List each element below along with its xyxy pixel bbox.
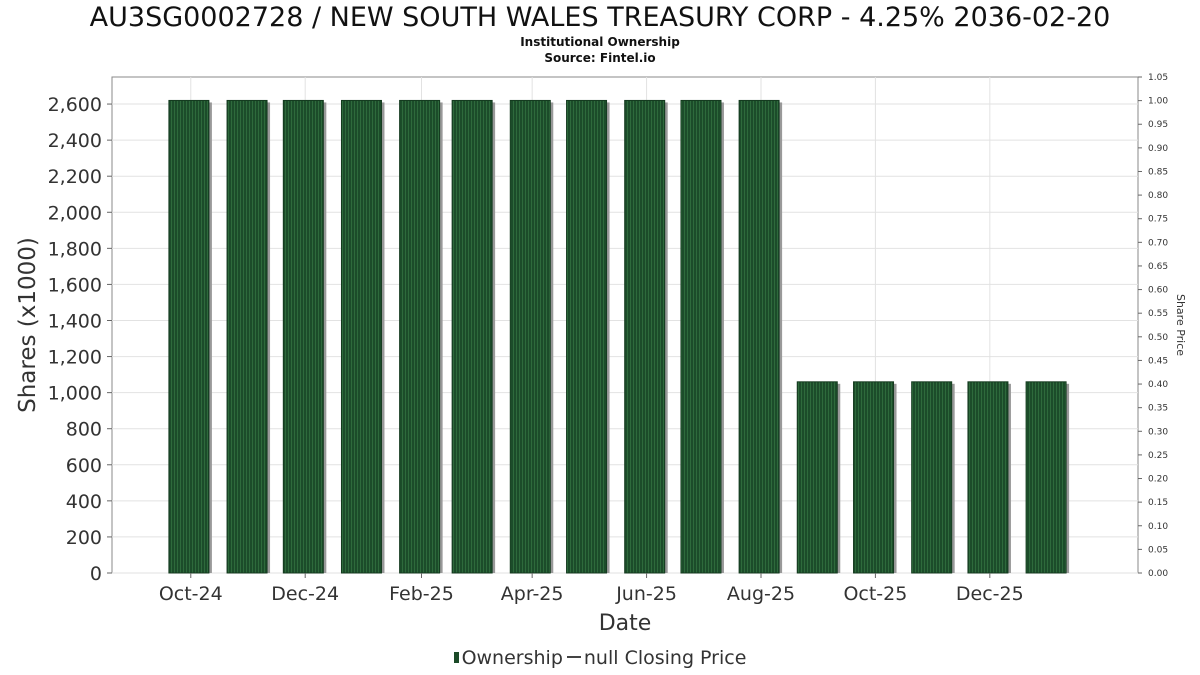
y2-tick-label: 0.40 (1148, 380, 1168, 390)
y-tick-label: 1,600 (48, 274, 102, 296)
y2-tick-label: 0.75 (1148, 215, 1168, 225)
y-tick-label: 800 (66, 419, 102, 441)
legend: Ownership null Closing Price (0, 647, 1200, 669)
x-axis: Oct-24 Dec-24 Feb-25 Apr-25 Jun-25 Aug-25 Oct-… (159, 573, 1024, 605)
ownership-bar (226, 99, 268, 574)
bars (168, 99, 1070, 574)
x-tick-label: Dec-24 (271, 583, 339, 605)
y-tick-label: 600 (66, 455, 102, 477)
y-tick-label: 0 (90, 563, 102, 585)
y2-tick-label: 0.05 (1148, 545, 1168, 555)
y2-tick-label: 0.35 (1148, 404, 1168, 414)
y-axis: 0 200 400 600 800 1,000 1,200 1,400 1,600 1,800 2,… (48, 94, 112, 585)
y2-tick-label: 0.60 (1148, 286, 1168, 296)
legend-price-line (566, 656, 581, 658)
ownership-bar (566, 99, 608, 574)
ownership-bar (451, 99, 493, 574)
y2-tick-label: 0.85 (1148, 167, 1168, 177)
legend-ownership-swatch (453, 652, 459, 663)
y2-tick-label: 0.30 (1148, 427, 1168, 437)
y2-tick-label: 0.15 (1148, 498, 1168, 508)
y-axis-label: Shares (x1000) (15, 237, 41, 413)
ownership-bar (168, 99, 210, 574)
y2-axis-label: Share Price (1174, 294, 1187, 356)
y-tick-label: 1,400 (48, 310, 102, 332)
ownership-bar (853, 381, 895, 574)
legend-price-label: null Closing Price (583, 647, 747, 669)
y2-tick-label: 0.70 (1148, 238, 1168, 248)
y-tick-label: 2,000 (48, 202, 102, 224)
y2-tick-label: 0.95 (1148, 120, 1168, 130)
x-tick-label: Oct-24 (159, 583, 223, 605)
y2-tick-label: 0.00 (1148, 569, 1168, 579)
legend-ownership-label: Ownership (461, 647, 563, 669)
x-tick-label: Apr-25 (501, 583, 564, 605)
chart-subtitle: Institutional Ownership (520, 35, 680, 49)
y2-tick-label: 0.65 (1148, 262, 1168, 272)
x-tick-label: Aug-25 (727, 583, 795, 605)
ownership-bar (1025, 381, 1067, 574)
y-tick-label: 400 (66, 491, 102, 513)
y2-tick-label: 0.25 (1148, 451, 1168, 461)
x-axis-label: Date (599, 611, 652, 636)
ownership-bar (340, 99, 382, 574)
y-tick-label: 2,400 (48, 130, 102, 152)
y2-tick-label: 0.50 (1148, 333, 1168, 343)
y2-tick-label: 0.90 (1148, 144, 1168, 154)
y2-axis: 0.00 0.05 0.10 0.15 0.20 0.25 0.30 0.35 0.40 0.45… (1138, 73, 1168, 579)
chart-title: AU3SG0002728 / NEW SOUTH WALES TREASURY … (89, 2, 1111, 33)
ownership-bar (796, 381, 838, 574)
y-tick-label: 2,600 (48, 94, 102, 116)
y2-tick-label: 0.55 (1148, 309, 1168, 319)
y-tick-label: 1,200 (48, 347, 102, 369)
ownership-bar (680, 99, 722, 574)
ownership-bar (911, 381, 953, 574)
y-tick-label: 1,800 (48, 238, 102, 260)
ownership-bar (399, 99, 441, 574)
y-tick-label: 2,200 (48, 166, 102, 188)
x-tick-label: Dec-25 (956, 583, 1024, 605)
x-tick-label: Jun-25 (615, 583, 677, 605)
y-tick-label: 1,000 (48, 383, 102, 405)
y2-tick-label: 0.20 (1148, 475, 1168, 485)
y2-tick-label: 1.00 (1148, 97, 1168, 107)
x-tick-label: Feb-25 (389, 583, 454, 605)
y2-tick-label: 0.10 (1148, 522, 1168, 532)
y2-tick-label: 1.05 (1148, 73, 1168, 83)
y-tick-label: 200 (66, 527, 102, 549)
ownership-bar (509, 99, 551, 574)
ownership-bar (624, 99, 666, 574)
ownership-bar (967, 381, 1009, 574)
chart-source: Source: Fintel.io (544, 51, 656, 65)
y2-tick-label: 0.80 (1148, 191, 1168, 201)
x-tick-label: Oct-25 (843, 583, 907, 605)
ownership-bar (738, 99, 780, 574)
y2-tick-label: 0.45 (1148, 356, 1168, 366)
ownership-bar (282, 99, 324, 574)
